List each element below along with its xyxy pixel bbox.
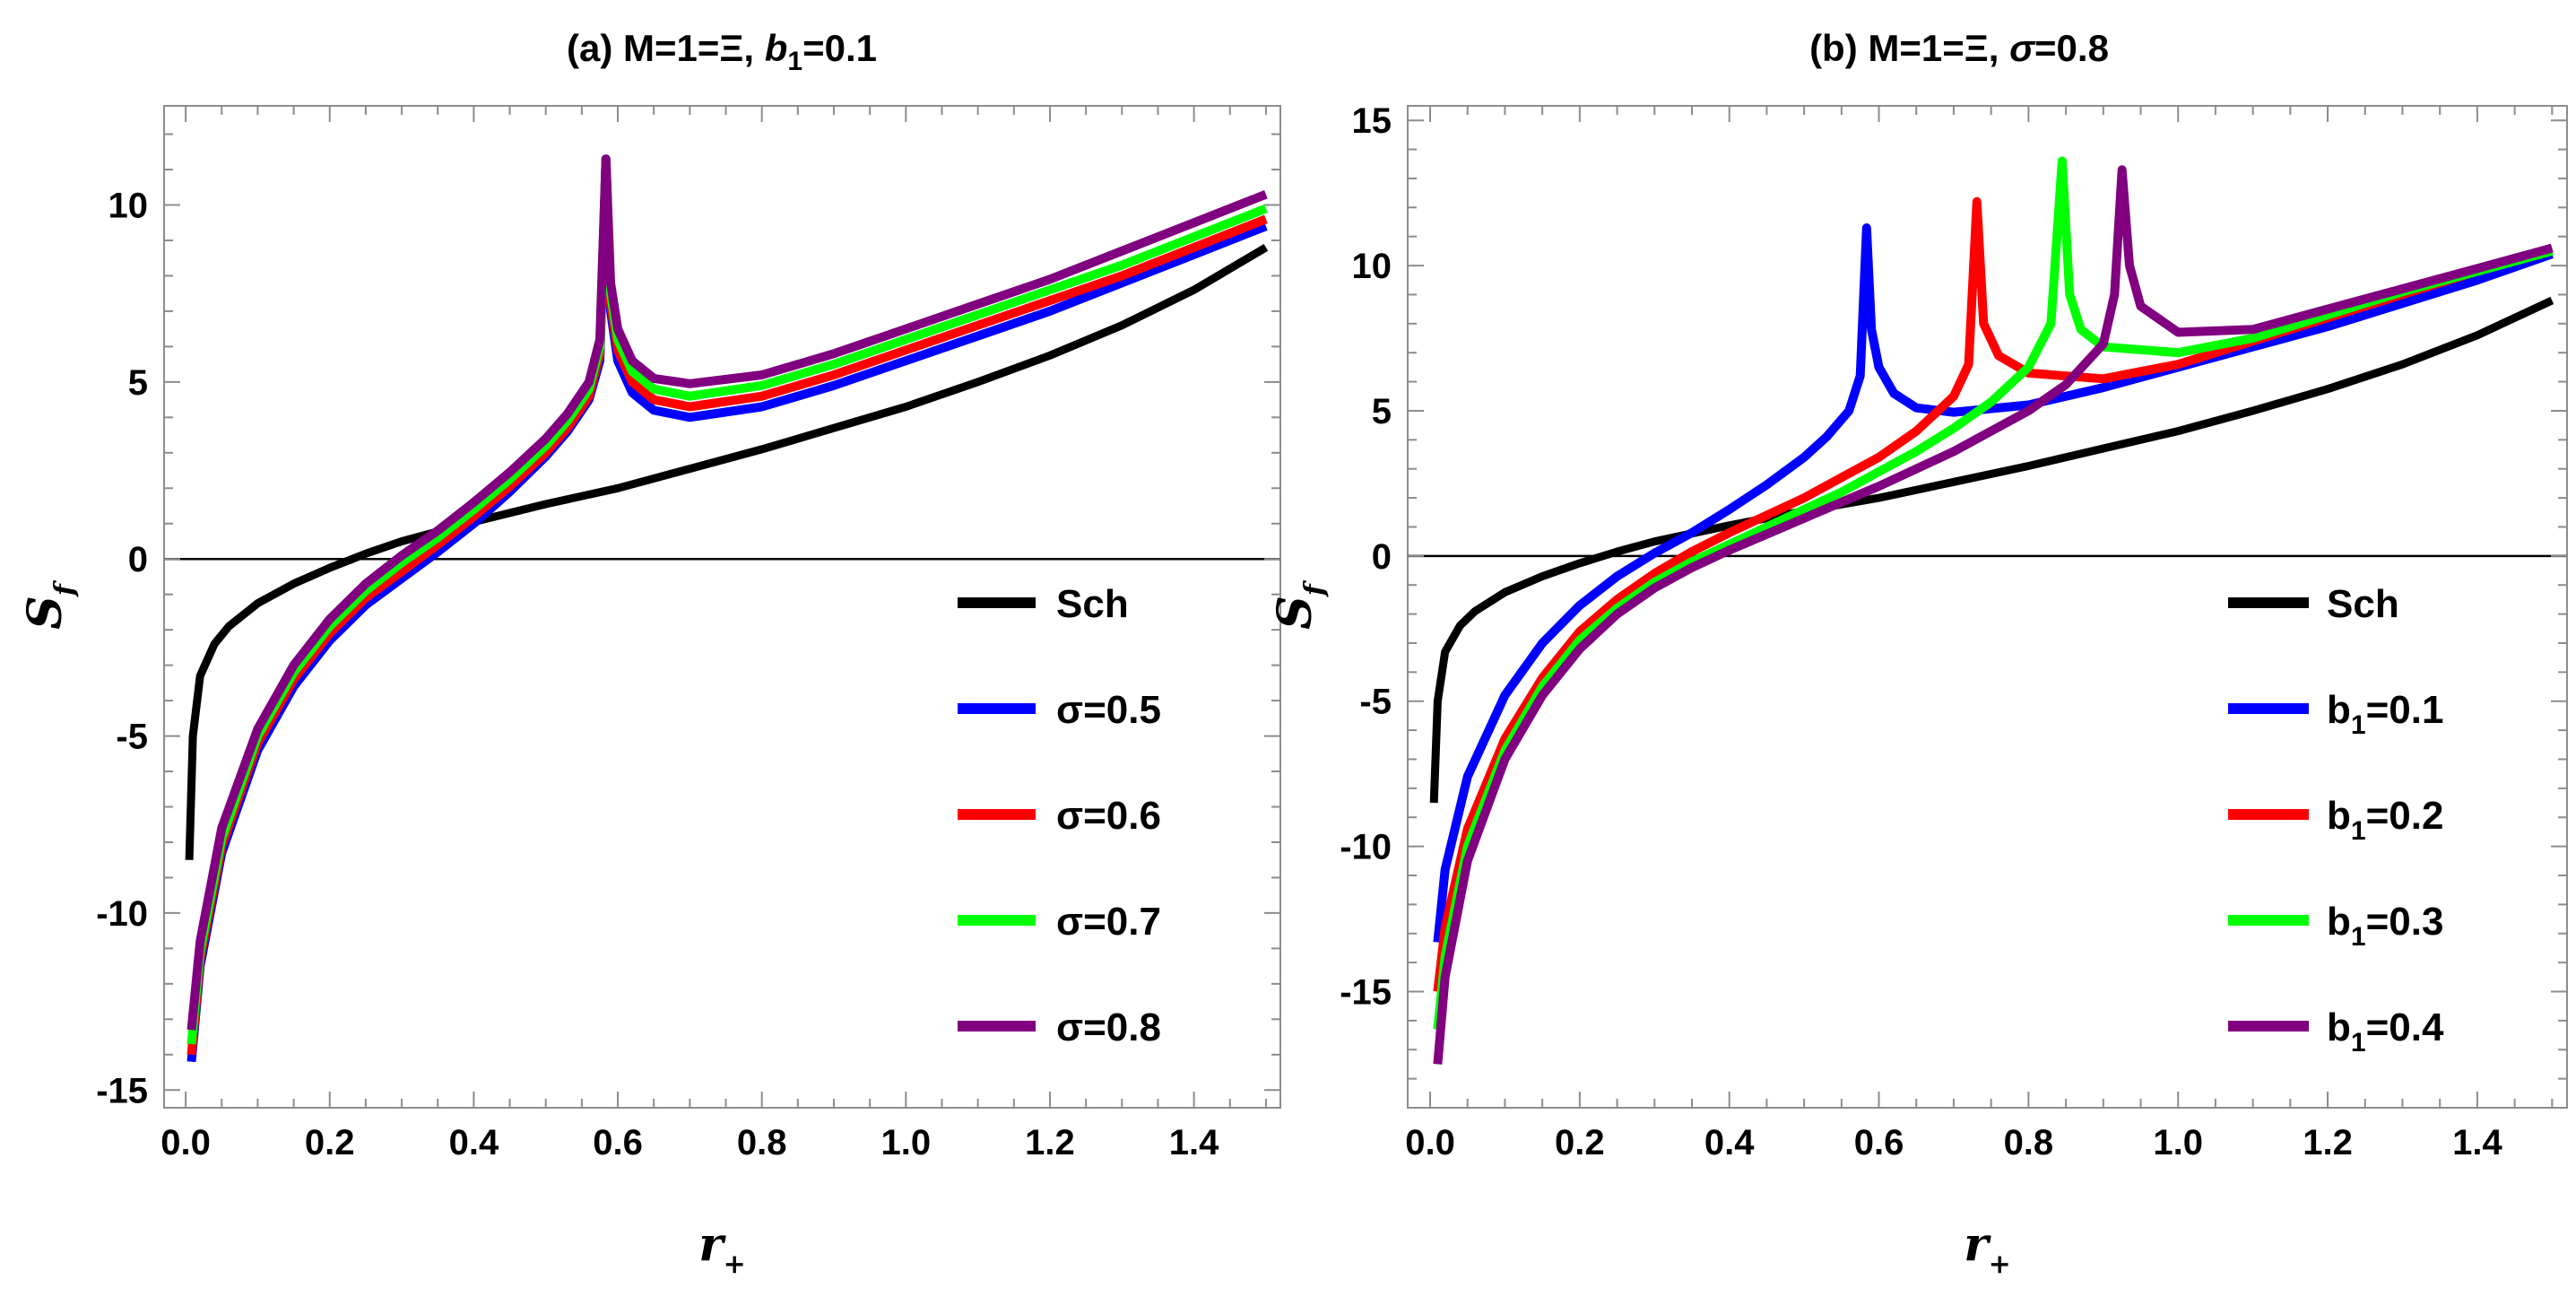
series-line-0 bbox=[185, 244, 1269, 860]
x-tick-label: 0.2 bbox=[305, 1123, 355, 1162]
x-tick-label: 0.6 bbox=[593, 1123, 643, 1162]
series-group bbox=[1429, 156, 2554, 1065]
legend-label: σ=0.8 bbox=[1056, 1005, 1161, 1049]
series-group bbox=[185, 154, 1269, 1063]
y-tick-label: -15 bbox=[1340, 972, 1392, 1012]
legend-label: σ=0.5 bbox=[1056, 688, 1161, 732]
x-axis-label: r+ bbox=[1964, 1217, 2011, 1280]
panel-b: 0.0 0.2 0.4 0.6 0.8 1.0 1.2 1.4 -15 -10 -5 0 5 10 15 Sc… bbox=[1268, 27, 2568, 1280]
y-tick-label: -10 bbox=[96, 894, 148, 934]
y-tick-label: 10 bbox=[1352, 247, 1392, 286]
legend: Sch b1=0.1 b1=0.2 b1=0.3 b1=0.4 bbox=[2228, 582, 2444, 1058]
x-tick-label: 0.0 bbox=[1405, 1123, 1455, 1162]
x-tick-label: 0.4 bbox=[1704, 1123, 1755, 1162]
x-tick-label: 1.0 bbox=[2153, 1123, 2203, 1162]
x-tick-label: 0.4 bbox=[449, 1123, 499, 1162]
chart-title: (b) M=1=Ξ, σ=0.8 bbox=[1809, 27, 2109, 69]
x-tick-label: 1.4 bbox=[1169, 1123, 1219, 1162]
x-tick-label: 0.6 bbox=[1854, 1123, 1904, 1162]
x-tick-label: 0.2 bbox=[1555, 1123, 1605, 1162]
y-tick-label: 0 bbox=[128, 540, 148, 579]
y-axis-label: Sf bbox=[1268, 579, 1331, 630]
x-tick-label: 0.0 bbox=[160, 1123, 211, 1162]
x-tick-label: 1.4 bbox=[2452, 1123, 2502, 1162]
x-tick-label: 0.8 bbox=[737, 1123, 787, 1162]
x-axis-label: r+ bbox=[698, 1217, 746, 1280]
legend-label: Sch bbox=[2327, 582, 2399, 626]
series-line-4 bbox=[186, 154, 1268, 1031]
x-tick-label: 0.8 bbox=[2004, 1123, 2054, 1162]
y-tick-label: -15 bbox=[96, 1071, 148, 1110]
plot-frame bbox=[1407, 105, 2568, 1109]
y-tick-label: 10 bbox=[108, 187, 149, 226]
legend-label: b1=0.1 bbox=[2327, 688, 2443, 740]
legend-label: Sch bbox=[1056, 582, 1129, 626]
y-tick-label: 5 bbox=[128, 363, 148, 403]
legend-label: b1=0.4 bbox=[2327, 1005, 2444, 1058]
series-line-4 bbox=[1433, 165, 2554, 1065]
y-tick-label: -5 bbox=[116, 718, 148, 757]
y-tick-label: -5 bbox=[1359, 683, 1392, 722]
y-axis-label: Sf bbox=[18, 579, 81, 630]
legend-label: b1=0.3 bbox=[2327, 900, 2443, 952]
legend-label: b1=0.2 bbox=[2327, 794, 2443, 846]
y-tick-label: 0 bbox=[1372, 537, 1392, 577]
legend-label: σ=0.6 bbox=[1056, 794, 1161, 838]
legend-label: σ=0.7 bbox=[1056, 900, 1161, 944]
series-line-2 bbox=[1433, 196, 2554, 993]
x-tick-label: 1.2 bbox=[2303, 1123, 2353, 1162]
panel-a: 0.0 0.2 0.4 0.6 0.8 1.0 1.2 1.4 -15 -10 -5 0 5 10 Sch σ… bbox=[18, 27, 1281, 1280]
chart-title: (a) M=1=Ξ, b1=0.1 bbox=[567, 27, 877, 76]
y-tick-label: -10 bbox=[1340, 828, 1392, 867]
series-line-3 bbox=[1433, 156, 2554, 1031]
y-tick-label: 15 bbox=[1352, 101, 1392, 141]
x-tick-label: 1.2 bbox=[1025, 1123, 1075, 1162]
legend: Sch σ=0.5 σ=0.6 σ=0.7 σ=0.8 bbox=[958, 582, 1161, 1049]
plot-frame bbox=[163, 105, 1281, 1109]
x-tick-label: 1.0 bbox=[881, 1123, 932, 1162]
y-tick-label: 5 bbox=[1372, 392, 1392, 431]
